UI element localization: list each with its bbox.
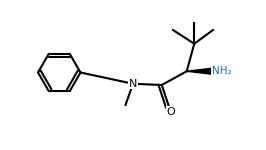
Text: O: O [166,107,175,117]
Polygon shape [187,68,212,74]
Text: N: N [129,79,137,89]
Text: NH₂: NH₂ [212,66,232,76]
